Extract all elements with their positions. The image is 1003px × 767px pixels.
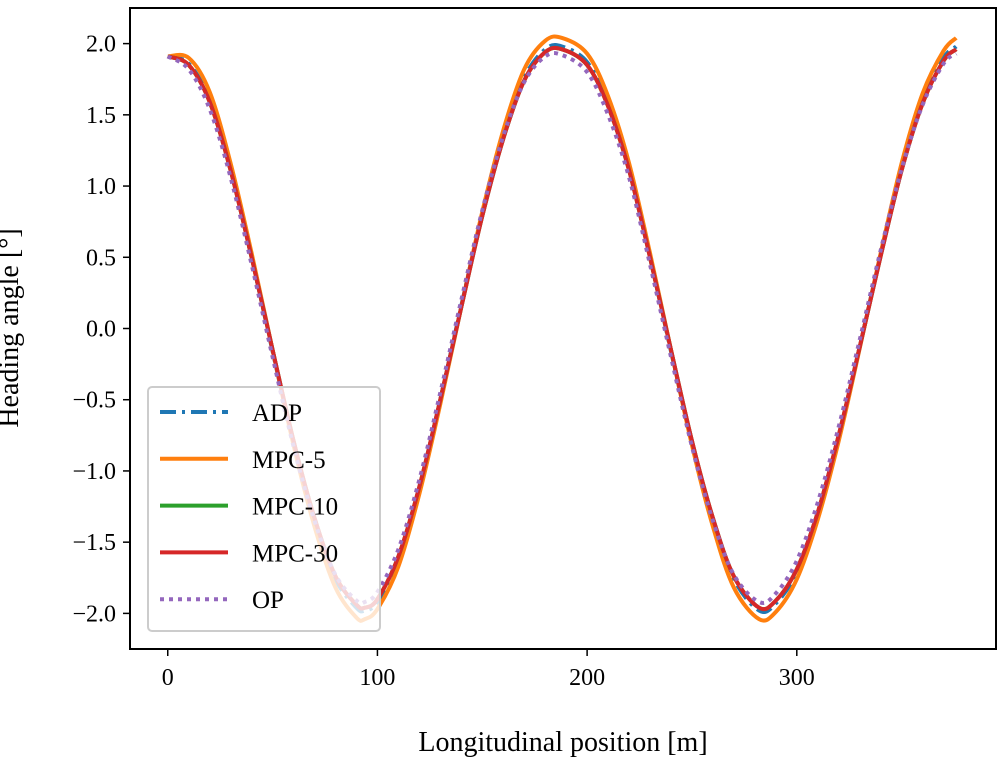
x-tick-label: 100: [359, 665, 395, 691]
y-tick-label: −1.5: [72, 530, 116, 556]
legend-label-mpc-5: MPC-5: [252, 447, 326, 474]
legend-label-op: OP: [252, 587, 284, 614]
y-tick-label: 0.0: [86, 317, 116, 343]
legend-label-mpc-10: MPC-10: [252, 494, 338, 521]
x-axis-label: Longitudinal position [m]: [418, 727, 707, 758]
x-tick-label: 200: [569, 665, 605, 691]
x-tick-label: 300: [779, 665, 815, 691]
y-tick-label: −1.0: [72, 459, 116, 485]
y-tick-label: −0.5: [72, 388, 116, 414]
x-tick-label: 0: [162, 665, 174, 691]
y-tick-label: 0.5: [86, 245, 116, 271]
y-tick-label: 1.0: [86, 174, 116, 200]
legend-label-mpc-30: MPC-30: [252, 540, 338, 567]
y-axis-label: Heading angle [°]: [0, 228, 25, 427]
legend-label-adp: ADP: [252, 400, 302, 427]
y-tick-label: 2.0: [86, 32, 116, 58]
y-tick-label: −2.0: [72, 601, 116, 627]
x-axis-ticks: 0 100 200 300: [162, 649, 815, 691]
legend-box: [147, 386, 381, 632]
y-axis-ticks: 2.0 1.5 1.0 0.5 0.0 −0.5 −1.0 −1.5 −2.0: [72, 32, 130, 627]
legend: ADP MPC-5 MPC-10 MPC-30 OP: [147, 386, 381, 632]
y-tick-label: 1.5: [86, 103, 116, 129]
